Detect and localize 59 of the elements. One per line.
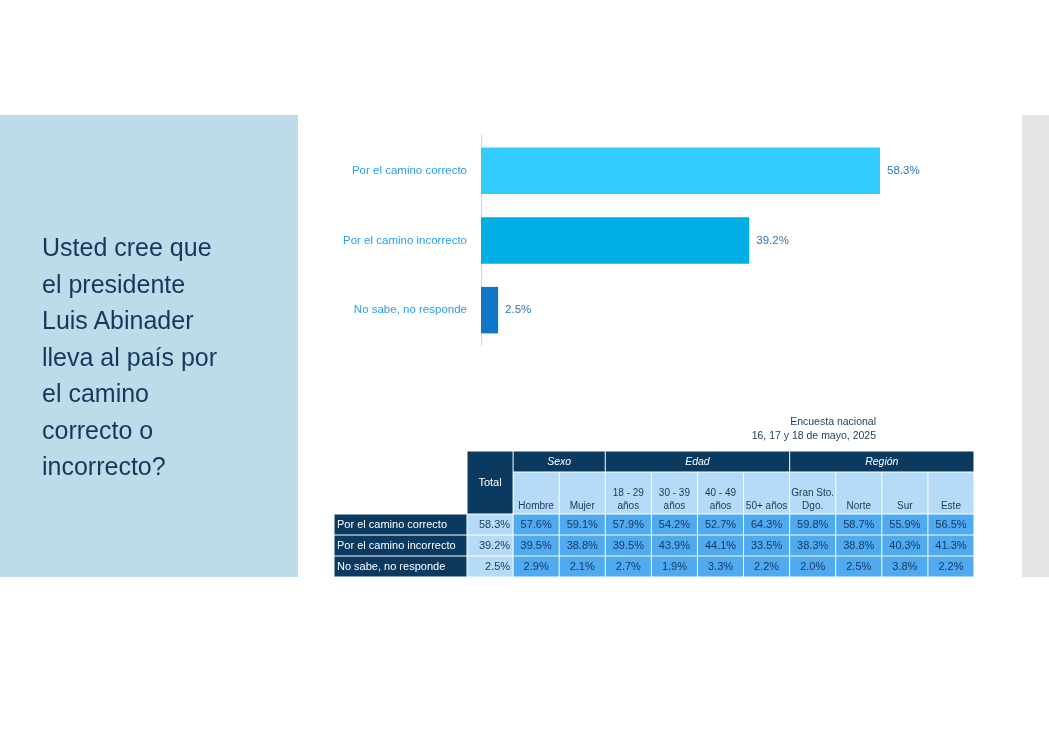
data-label: 38.8% (566, 539, 599, 552)
data-label: 57.6% (520, 518, 552, 531)
data-label: 56.5% (935, 518, 967, 531)
data-label: 39.2% (478, 539, 511, 552)
x-tick-label: Mujer (569, 500, 596, 511)
data-label: 3.8% (892, 560, 918, 573)
y-tick-label: Por el camino correcto (337, 518, 448, 531)
data-label: 38.3% (797, 539, 829, 552)
data-label: 58.7% (843, 518, 875, 531)
data-label: 2.9% (523, 560, 549, 573)
y-tick-label: Por el camino correcto (351, 163, 467, 176)
text: Sexo (547, 455, 572, 468)
data-label: 43.9% (658, 539, 691, 552)
data-label: 55.9% (889, 518, 921, 531)
text: Edad (685, 455, 711, 468)
data-label: 39.2% (756, 233, 789, 246)
data-label: 58.3% (478, 518, 511, 531)
y-tick-label: No sabe, no responde (353, 303, 467, 316)
data-label: 41.3% (935, 539, 967, 552)
data-label: 2.1% (569, 560, 595, 573)
data-label: 2.5% (485, 560, 511, 573)
data-label: 57.9% (612, 518, 645, 531)
data-label: 59.8% (797, 518, 829, 531)
data-label: 59.1% (566, 518, 599, 531)
y-tick-label: Por el camino incorrecto (337, 539, 456, 552)
data-label: 40.3% (889, 539, 921, 552)
text: Región (865, 455, 899, 468)
x-tick-label: Este (940, 500, 962, 511)
data-label: 54.2% (658, 518, 691, 531)
data-label: 33.5% (750, 539, 783, 552)
data-label: 58.3% (887, 163, 920, 176)
data-label: 1.9% (661, 560, 688, 573)
data-label: 52.7% (704, 518, 737, 531)
data-label: 39.5% (612, 539, 645, 552)
x-tick-label: 18 - 29 años (612, 487, 645, 511)
data-label: 39.5% (520, 539, 552, 552)
x-tick-label: 30 - 39 años (658, 487, 691, 511)
data-label: 3.3% (707, 560, 734, 573)
x-tick-label: Sur (897, 500, 914, 511)
text: Usted cree que el presidente Luis Abinader lleva al país por el camino correcto o incorrecto? (42, 232, 219, 482)
data-label: 44.1% (704, 539, 737, 552)
x-tick-label: 50+ años (745, 500, 788, 511)
text: 16, 17 y 18 de mayo, 2025 (751, 429, 877, 441)
x-tick-label: Gran Sto. Dgo. (791, 487, 835, 511)
x-tick-label: Total (478, 475, 502, 488)
x-tick-label: Hombre (518, 500, 555, 511)
data-label: 38.8% (843, 539, 875, 552)
data-label: 2.5% (846, 560, 872, 573)
data-label: 2.2% (938, 560, 964, 573)
y-tick-label: Por el camino incorrecto (343, 233, 467, 246)
y-tick-label: No sabe, no responde (337, 560, 446, 573)
x-tick-label: Norte (846, 500, 872, 511)
x-tick-label: 40 - 49 años (704, 487, 737, 511)
text: Encuesta nacional (790, 415, 876, 427)
data-label: 2.7% (615, 560, 642, 573)
data-label: 64.3% (750, 518, 783, 531)
data-label: 2.5% (505, 303, 532, 316)
data-label: 2.0% (800, 560, 826, 573)
data-label: 2.2% (754, 560, 780, 573)
